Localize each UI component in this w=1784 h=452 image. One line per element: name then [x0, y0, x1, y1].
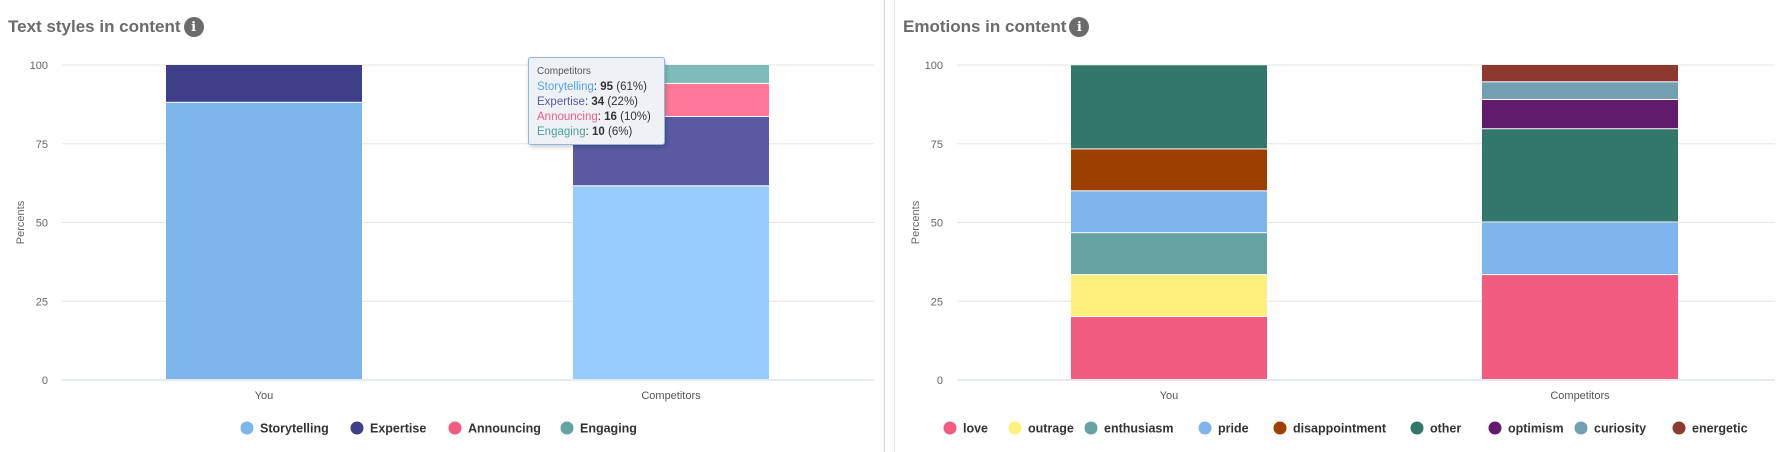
tooltip-percent: (22%) [604, 96, 638, 108]
tooltip-series-name: Storytelling [537, 81, 594, 93]
tooltip-series-name: Expertise [537, 96, 585, 108]
legend-label-enthusiasm: enthusiasm [1104, 422, 1173, 436]
tooltip-count: 10 [592, 126, 605, 138]
legend-item-other[interactable]: other [1410, 421, 1462, 436]
legend-marker-expertise [350, 421, 364, 435]
legend-item-expertise[interactable]: Expertise [350, 421, 427, 436]
info-icon[interactable]: i [1069, 17, 1090, 37]
y-tick-25: 25 [36, 296, 48, 308]
tooltip-row-storytelling: Storytelling: 95 (61%) [537, 81, 647, 93]
bar-competitors-energetic[interactable] [1482, 65, 1678, 82]
legend-label-expertise: Expertise [370, 422, 426, 436]
y-tick-50: 50 [36, 218, 48, 230]
tooltip-count: 34 [591, 96, 605, 108]
legend-marker-curiosity [1574, 421, 1588, 435]
x-tick-you: You [255, 390, 274, 402]
legend-marker-storytelling [240, 421, 254, 435]
bar-you-disappointment[interactable] [1071, 149, 1267, 191]
legend-item-outrage[interactable]: outrage [1008, 421, 1074, 436]
emotions-chart: 0 25 50 75 100 Percents You Competitors love outr… [910, 60, 1775, 436]
y-axis-title: Percents [910, 200, 922, 244]
info-icon[interactable]: i [183, 17, 204, 37]
bar-you-storytelling[interactable] [166, 102, 362, 380]
legend-marker-disappointment [1273, 421, 1287, 435]
y-tick-75: 75 [36, 139, 48, 151]
bar-you-expertise[interactable] [166, 65, 362, 102]
tooltip-title: Competitors [537, 66, 591, 77]
legend-label-outrage: outrage [1028, 422, 1074, 436]
legend-item-storytelling[interactable]: Storytelling [240, 421, 329, 436]
legend-label-disappointment: disappointment [1293, 422, 1387, 436]
x-tick-competitors: Competitors [1550, 390, 1610, 402]
emotions-panel: Emotions in content i 0 25 50 75 100 Percents… [895, 0, 1784, 452]
tooltip-row-announcing: Announcing: 16 (10%) [537, 111, 651, 123]
legend-marker-engaging [560, 421, 574, 435]
x-tick-you: You [1160, 390, 1179, 402]
legend-label-love: love [963, 422, 988, 436]
tooltip-count: 95 [600, 81, 614, 93]
text-styles-title: Text styles in content i [8, 17, 204, 37]
legend-marker-announcing [448, 421, 462, 435]
legend-label-other: other [1430, 422, 1461, 436]
bar-competitors-optimism[interactable] [1482, 99, 1678, 129]
legend-label-curiosity: curiosity [1594, 422, 1646, 436]
bar-competitors-love[interactable] [1482, 275, 1678, 379]
x-tick-competitors: Competitors [641, 390, 701, 402]
y-tick-0: 0 [937, 375, 943, 387]
legend-label-optimism: optimism [1508, 422, 1564, 436]
bar-you-love[interactable] [1071, 317, 1267, 379]
y-tick-100: 100 [30, 60, 48, 72]
emotions-title: Emotions in content i [903, 17, 1090, 37]
tooltip-series-name: Announcing [537, 111, 598, 123]
y-tick-0: 0 [42, 375, 48, 387]
tooltip-percent: (10%) [616, 111, 651, 123]
legend-item-energetic[interactable]: energetic [1672, 421, 1748, 436]
y-axis-title: Percents [15, 200, 27, 244]
legend-label-energetic: energetic [1692, 422, 1748, 436]
bar-you-enthusiasm[interactable] [1071, 233, 1267, 275]
y-tick-50: 50 [931, 218, 943, 230]
bar-competitors-storytelling[interactable] [573, 186, 769, 379]
tooltip-count: 16 [604, 111, 617, 123]
legend-item-engaging[interactable]: Engaging [560, 421, 637, 436]
legend-label-announcing: Announcing [468, 422, 541, 436]
bar-competitors-other[interactable] [1482, 129, 1678, 222]
legend-item-announcing[interactable]: Announcing [448, 421, 541, 436]
legend-item-love[interactable]: love [943, 421, 989, 436]
legend-marker-enthusiasm [1084, 421, 1098, 435]
y-tick-75: 75 [931, 139, 943, 151]
bar-you-other[interactable] [1071, 65, 1267, 149]
legend-marker-love [943, 421, 957, 435]
legend-label-engaging: Engaging [580, 422, 637, 436]
text-styles-title-text: Text styles in content [8, 17, 181, 36]
bar-you-pride[interactable] [1071, 191, 1267, 233]
tooltip-percent: (6%) [604, 126, 633, 138]
panel-divider [884, 0, 895, 452]
text-styles-panel: Text styles in content i 0 25 50 75 100 Perce… [0, 0, 884, 452]
legend-marker-other [1410, 421, 1424, 435]
tooltip-row-expertise: Expertise: 34 (22%) [537, 96, 638, 108]
legend-label-pride: pride [1218, 422, 1249, 436]
y-tick-100: 100 [925, 60, 943, 72]
legend-item-pride[interactable]: pride [1198, 421, 1249, 436]
emotions-title-text: Emotions in content [903, 17, 1067, 36]
legend-item-curiosity[interactable]: curiosity [1574, 421, 1647, 436]
legend-marker-energetic [1672, 421, 1686, 435]
bar-you-outrage[interactable] [1071, 275, 1267, 316]
competitors-tooltip: Competitors Storytelling: 95 (61%) Expert… [528, 57, 665, 145]
legend-marker-pride [1198, 421, 1212, 435]
tooltip-row-engaging: Engaging: 10 (6%) [537, 126, 633, 138]
legend-label-storytelling: Storytelling [260, 422, 329, 436]
legend-item-disappointment[interactable]: disappointment [1273, 421, 1387, 436]
tooltip-series-name: Engaging [537, 126, 586, 138]
legend-item-enthusiasm[interactable]: enthusiasm [1084, 421, 1174, 436]
legend-item-optimism[interactable]: optimism [1488, 421, 1564, 436]
bar-competitors-pride[interactable] [1482, 222, 1678, 275]
tooltip-percent: (61%) [613, 81, 647, 93]
y-tick-25: 25 [931, 296, 943, 308]
text-styles-chart: 0 25 50 75 100 Percents You Competitors Storytel… [15, 60, 874, 436]
bar-competitors-curiosity[interactable] [1482, 82, 1678, 99]
legend-marker-optimism [1488, 421, 1502, 435]
legend-marker-outrage [1008, 421, 1022, 435]
